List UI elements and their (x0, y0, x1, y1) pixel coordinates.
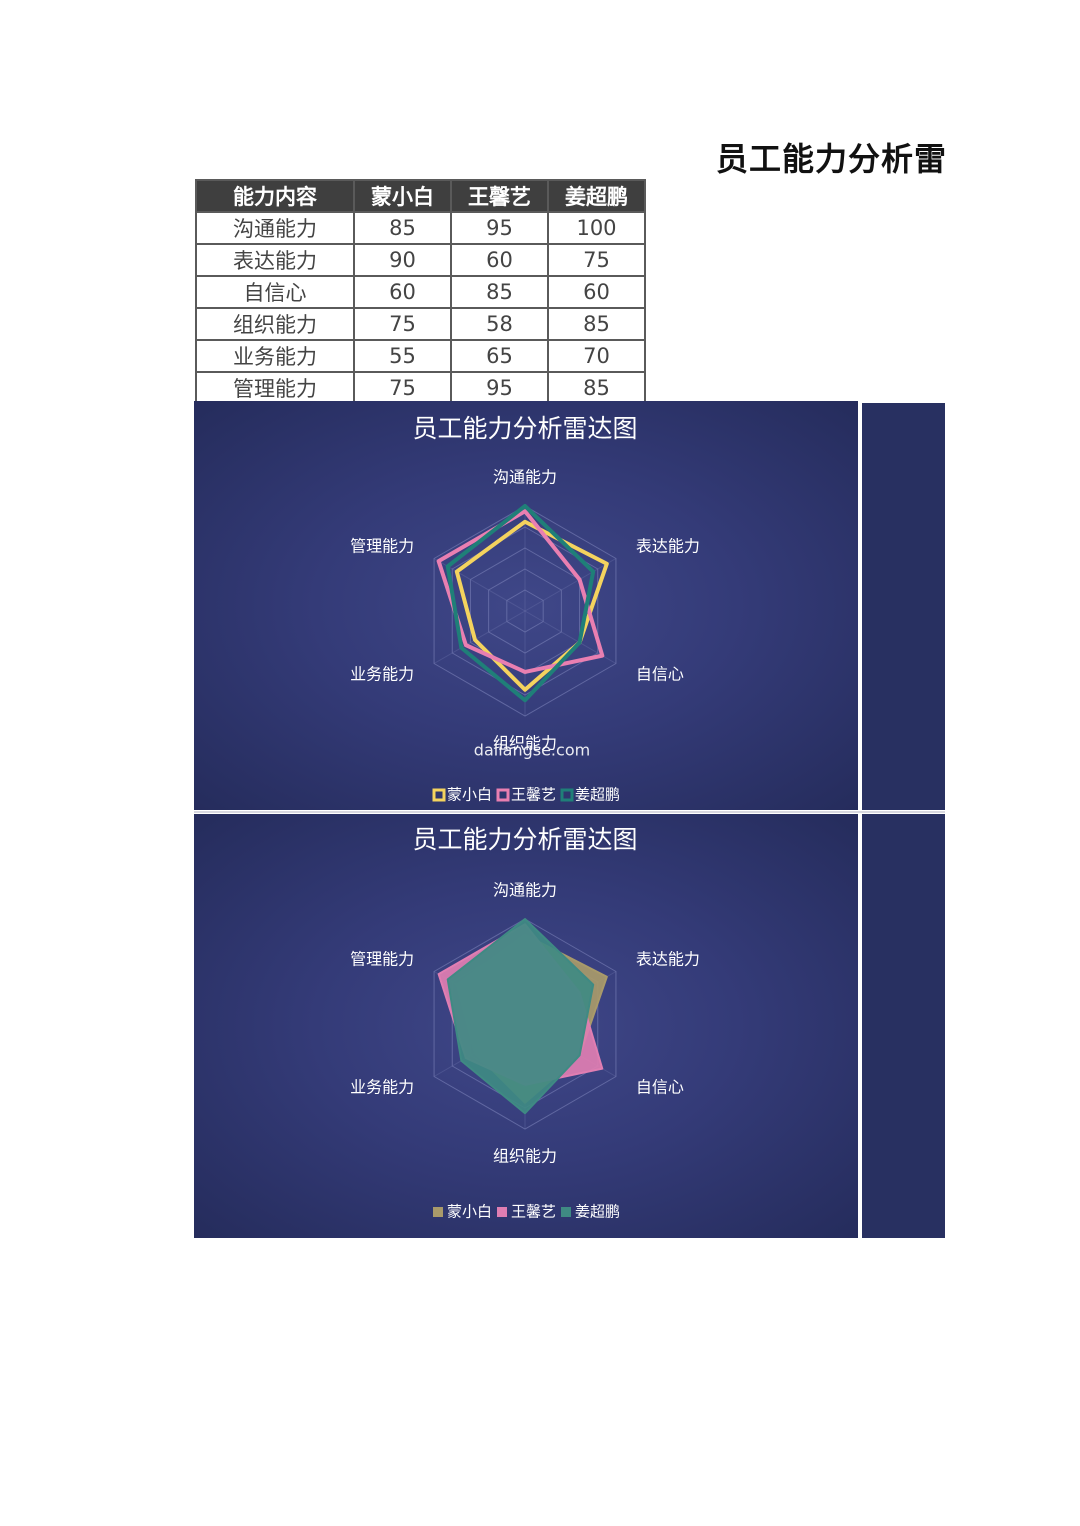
table-row: 业务能力 55 65 70 (195, 339, 646, 373)
table-header-row: 能力内容 蒙小白 王馨艺 姜超鹏 (195, 179, 646, 213)
table-cell: 组织能力 (195, 307, 355, 341)
table-cell: 75 (353, 371, 452, 405)
axis-label: 组织能力 (493, 1147, 557, 1166)
grid-ring (433, 505, 617, 717)
watermark-text: daliangse.com (474, 741, 590, 760)
axis-label: 业务能力 (350, 1078, 414, 1097)
table-cell: 90 (353, 243, 452, 277)
table-row: 管理能力 75 95 85 (195, 371, 646, 405)
ability-table: 能力内容 蒙小白 王馨艺 姜超鹏 沟通能力 85 95 100 表达能力 90 … (195, 179, 646, 405)
legend-swatch (561, 1207, 571, 1217)
table-cell: 70 (547, 339, 646, 373)
radar-chart-filled-panel: 员工能力分析雷达图沟通能力表达能力自信心组织能力 业务能力 管理能力蒙小白 王馨艺 姜超… (194, 814, 858, 1238)
table-cell: 65 (450, 339, 549, 373)
side-panel-top (862, 403, 945, 810)
series-line (445, 504, 596, 703)
table-cell: 业务能力 (195, 339, 355, 373)
chart-divider (194, 811, 945, 813)
table-cell: 95 (450, 371, 549, 405)
series-line (436, 509, 605, 674)
table-cell: 75 (547, 243, 646, 277)
legend-label: 王馨艺 (511, 786, 556, 804)
grid-ring (433, 918, 617, 1130)
axis-label: 管理能力 (350, 950, 414, 969)
axis-label: 沟通能力 (493, 468, 557, 487)
legend-label: 蒙小白 (447, 1203, 492, 1221)
series-line (454, 519, 609, 692)
table-cell: 100 (547, 211, 646, 245)
table-cell: 55 (353, 339, 452, 373)
chart-title: 员工能力分析雷达图 (412, 825, 637, 854)
table-cell: 60 (450, 243, 549, 277)
legend-label: 姜超鹏 (575, 786, 620, 804)
grid-ring (451, 526, 599, 696)
legend-label: 王馨艺 (511, 1203, 556, 1221)
axis-label: 自信心 (636, 665, 684, 684)
axis-label: 表达能力 (636, 950, 700, 969)
table-row: 组织能力 75 58 85 (195, 307, 646, 341)
legend-swatch (432, 788, 446, 802)
legend-label: 蒙小白 (447, 786, 492, 804)
table-row: 沟通能力 85 95 100 (195, 211, 646, 245)
axis-label: 沟通能力 (493, 881, 557, 900)
table-cell: 沟通能力 (195, 211, 355, 245)
table-cell: 75 (353, 307, 452, 341)
axis-label: 业务能力 (350, 665, 414, 684)
table-cell: 管理能力 (195, 371, 355, 405)
table-cell: 60 (547, 275, 646, 309)
legend-swatch (496, 788, 510, 802)
legend-label: 姜超鹏 (575, 1203, 620, 1221)
table-cell: 表达能力 (195, 243, 355, 277)
axis-label: 自信心 (636, 1078, 684, 1097)
header-ability: 能力内容 (195, 179, 355, 213)
legend-swatch (497, 1207, 507, 1217)
page-title: 员工能力分析雷 (716, 140, 948, 178)
grid-spoke (524, 558, 617, 612)
radar-chart-line-panel: 员工能力分析雷达图沟通能力表达能力自信心组织能力 业务能力 管理能力 daliangs… (194, 401, 858, 810)
grid-ring (488, 568, 562, 654)
side-panel-bottom (862, 814, 945, 1238)
legend-swatch (433, 1207, 443, 1217)
table-cell: 95 (450, 211, 549, 245)
table-cell: 58 (450, 307, 549, 341)
axis-label: 管理能力 (350, 537, 414, 556)
table-row: 表达能力 90 60 75 (195, 243, 646, 277)
table-cell: 85 (450, 275, 549, 309)
table-cell: 自信心 (195, 275, 355, 309)
table-cell: 85 (547, 371, 646, 405)
table-cell: 85 (547, 307, 646, 341)
legend-swatch (560, 788, 574, 802)
grid-spoke (433, 610, 526, 664)
series-area (446, 918, 595, 1115)
header-person-1: 蒙小白 (353, 179, 452, 213)
grid-ring (506, 589, 544, 633)
table-cell: 85 (353, 211, 452, 245)
header-person-3: 姜超鹏 (547, 179, 646, 213)
chart-title: 员工能力分析雷达图 (412, 414, 637, 443)
table-cell: 60 (353, 275, 452, 309)
header-person-2: 王馨艺 (450, 179, 549, 213)
axis-label: 表达能力 (636, 537, 700, 556)
table-row: 自信心 60 85 60 (195, 275, 646, 309)
axis-label: 组织能力 (493, 734, 557, 753)
